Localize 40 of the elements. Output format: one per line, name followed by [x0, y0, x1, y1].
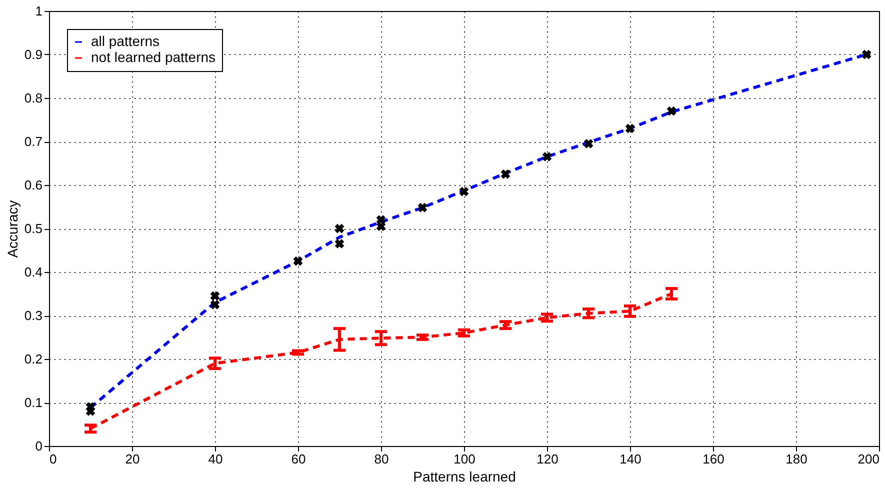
x-tick-label: 0	[50, 452, 57, 466]
x-axis-title: Patterns learned	[413, 468, 516, 484]
x-tick-label: 160	[702, 452, 724, 466]
point	[625, 124, 635, 134]
y-tick-label: 0.8	[24, 90, 42, 106]
point	[500, 169, 510, 179]
point	[459, 186, 469, 196]
point	[376, 215, 386, 224]
y-tick-label: 0.2	[24, 352, 42, 366]
point	[293, 256, 303, 266]
point	[334, 224, 344, 234]
point	[334, 239, 344, 248]
x-tick-label: 120	[536, 452, 558, 466]
y-tick-label: 1	[35, 4, 42, 18]
y-tick-label: 0.1	[24, 395, 42, 410]
y-tick-label: 0	[35, 438, 42, 454]
y-tick-label: 0.3	[24, 308, 42, 323]
x-tick-label: 140	[620, 452, 642, 466]
x-tick-label: 200	[858, 452, 880, 466]
x-tick-label: 100	[454, 452, 476, 466]
point	[584, 138, 594, 148]
y-tick-label: 0.7	[24, 134, 42, 149]
point	[210, 291, 220, 301]
x-tick-label: 20	[125, 452, 140, 466]
point	[862, 50, 872, 60]
x-tick-label: 80	[374, 452, 389, 466]
y-axis-title: Accuracy	[4, 200, 20, 258]
point	[210, 300, 220, 310]
point	[666, 106, 676, 116]
x-tick-label: 40	[208, 452, 223, 466]
point	[542, 152, 552, 162]
y-tick-label: 0.9	[24, 47, 42, 62]
point	[418, 202, 428, 212]
x-tick-label: 60	[291, 452, 306, 466]
y-tick-label: 0.5	[24, 221, 42, 236]
x-tick-label: 180	[786, 452, 808, 466]
y-tick-label: 0.6	[24, 178, 42, 192]
legend-label: not learned patterns	[91, 49, 216, 65]
y-tick-label: 0.4	[24, 264, 42, 280]
legend-label: all patterns	[91, 33, 160, 49]
